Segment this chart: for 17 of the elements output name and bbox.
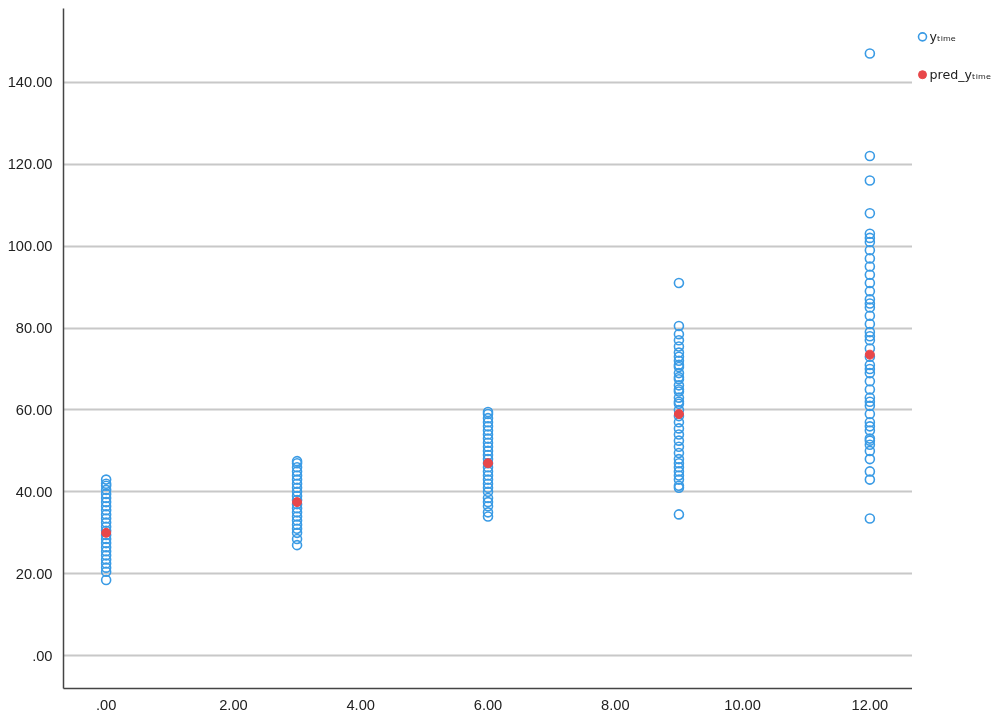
x-tick-label: .00 xyxy=(95,696,117,713)
y-tick-label: 40.00 xyxy=(15,483,53,500)
y-tick-label: 100.00 xyxy=(7,238,53,255)
y-tick-label: .00 xyxy=(32,647,53,664)
x-tick-label: 6.00 xyxy=(473,696,503,713)
y-tick-label: 120.00 xyxy=(7,156,53,173)
legend-label: yₜᵢₘₑ xyxy=(929,29,957,45)
y-tick-label: 140.00 xyxy=(7,74,53,91)
legend-label: pred_yₜᵢₘₑ xyxy=(929,67,992,83)
x-tick-label: 2.00 xyxy=(219,696,248,713)
x-tick-label: 10.00 xyxy=(724,696,761,713)
x-tick-label: 8.00 xyxy=(601,696,630,713)
y-tick-label: 80.00 xyxy=(15,320,53,337)
y-tick-label: 60.00 xyxy=(15,401,53,418)
x-tick-label: 4.00 xyxy=(346,696,375,713)
y-tick-label: 20.00 xyxy=(15,565,53,582)
x-tick-label: 12.00 xyxy=(851,696,889,713)
